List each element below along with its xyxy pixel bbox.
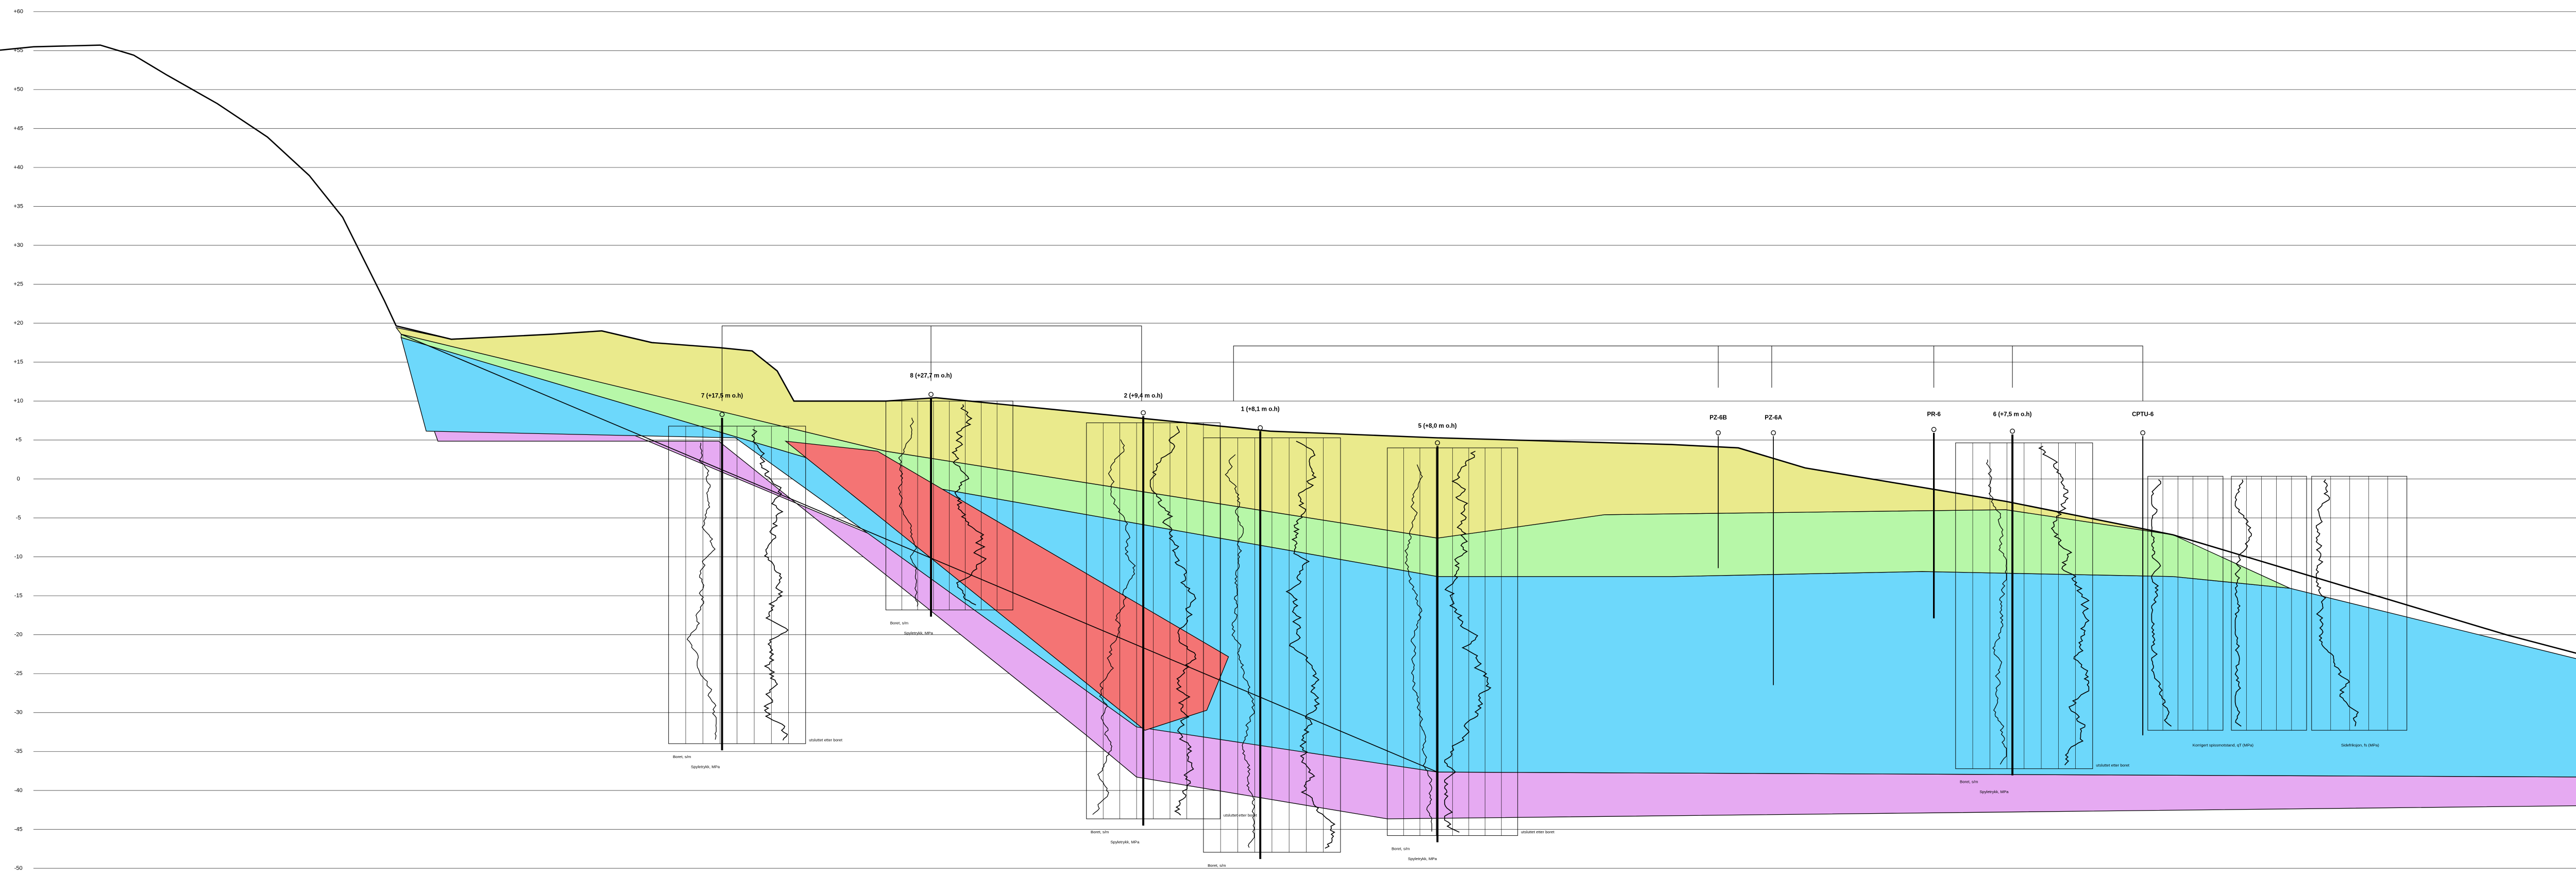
y-tick-label: -35 (14, 748, 23, 754)
log-curve (2038, 446, 2090, 766)
log-curve-left (898, 417, 919, 607)
y-tick-label: +30 (13, 242, 23, 248)
borehole-marker (1931, 427, 1937, 432)
y-tick-label: +55 (13, 47, 23, 54)
log-curve (1149, 426, 1197, 816)
annotation: utsluttet etter boret (809, 738, 843, 743)
log-curve (1285, 441, 1336, 849)
y-tick-label: -15 (14, 593, 23, 599)
borehole-marker (1141, 410, 1146, 415)
y-tick-label: +20 (13, 320, 23, 326)
terrain (0, 44, 2576, 654)
brackets (722, 325, 2143, 401)
y-tick-label: +25 (13, 281, 23, 288)
borehole-marker (928, 392, 934, 397)
log-curve-left (1404, 464, 1432, 832)
y-tick-label: +40 (13, 164, 23, 171)
borehole-marker (1435, 440, 1440, 446)
log-curve-left (1092, 439, 1136, 815)
y-tick-label: +15 (13, 359, 23, 365)
borehole-label: 2 (+9,4 m o.h) (1124, 393, 1163, 399)
borehole-marker (1771, 430, 1776, 435)
annotation: Korrigert spissmotstand, qT (MPa) (2193, 743, 2254, 747)
borehole-marker (2010, 428, 2015, 434)
y-tick-label: -40 (14, 787, 23, 794)
cpt-frame (2311, 476, 2408, 731)
log-curve-left (1225, 454, 1255, 848)
borehole-label: 7 (+17,5 m o.h) (701, 393, 743, 399)
annotation: Spyletrykk, MPa (1227, 873, 1257, 874)
borehole-label: PZ-6A (1765, 414, 1782, 421)
y-tick-label: -50 (14, 865, 23, 871)
borehole-marker (1258, 425, 1263, 431)
cpt-curve (2315, 479, 2359, 727)
borehole-label: 6 (+7,5 m o.h) (1993, 411, 2032, 417)
borehole-marker (1716, 430, 1721, 435)
annotation: Sidefriksjon, fs (MPa) (2341, 743, 2379, 747)
annotation: Boret, s/m (1392, 846, 1410, 851)
y-tick-label: -45 (14, 826, 23, 832)
y-tick-label: +60 (13, 9, 23, 15)
y-tick-label: -30 (14, 710, 23, 716)
y-tick-label: -10 (14, 553, 23, 560)
cpt-curve (2151, 479, 2172, 727)
annotation: Boret, s/m (673, 754, 691, 759)
y-tick-label: +50 (13, 87, 23, 93)
cpt-frame (2147, 476, 2224, 731)
borehole-label: 5 (+8,0 m o.h) (1418, 423, 1457, 429)
annotation: Boret, s/m (1091, 830, 1109, 834)
logs: 7 (+17,5 m o.h) utsluttet etter boret Spyl… (668, 373, 2408, 874)
annotation: utsluttet etter boret (2096, 763, 2130, 767)
y-tick-label: +35 (13, 203, 23, 209)
y-tick-label: 0 (17, 476, 20, 482)
boundary-line (401, 333, 1438, 772)
log-curve (951, 404, 987, 606)
borehole-marker (719, 412, 725, 417)
cpt-curve (2234, 479, 2252, 727)
annotation: Spyletrykk, MPa (691, 765, 720, 769)
y-tick-label: -25 (14, 670, 23, 677)
borehole-label: 1 (+8,1 m o.h) (1241, 406, 1280, 413)
y-tick-label: -5 (16, 515, 21, 521)
annotation: utsluttet etter boret (1521, 830, 1555, 834)
borehole-label: 8 (+27,7 m o.h) (910, 373, 952, 379)
log-curve-left (686, 443, 717, 740)
cpt-frame (2231, 476, 2307, 731)
log-curve-left (1986, 459, 2007, 765)
annotation: Boret, s/m (1960, 780, 1978, 784)
annotation: Spyletrykk, MPa (1979, 789, 2009, 794)
borehole-label: PR-6 (1927, 411, 1941, 417)
borehole-label: CPTU-6 (2132, 411, 2154, 417)
y-tick-label: +5 (15, 437, 22, 443)
borehole-marker (2140, 430, 2146, 435)
layer-quick-clay (784, 441, 1229, 731)
y-tick-label: +10 (13, 398, 23, 404)
annotation: Spyletrykk, MPa (1110, 839, 1140, 844)
y-tick-label: +45 (13, 125, 23, 131)
log-curve (1444, 450, 1492, 833)
annotation: Boret, s/m (890, 621, 908, 626)
annotation: utsluttet etter boret (1224, 813, 1258, 818)
annotation: Spyletrykk, MPa (904, 631, 934, 635)
annotation: Spyletrykk, MPa (1408, 856, 1437, 861)
annotation: Boret, s/m (1208, 863, 1226, 868)
y-tick-label: -20 (14, 632, 23, 638)
log-curve (751, 429, 789, 741)
borehole-label: PZ-6B (1709, 414, 1727, 421)
